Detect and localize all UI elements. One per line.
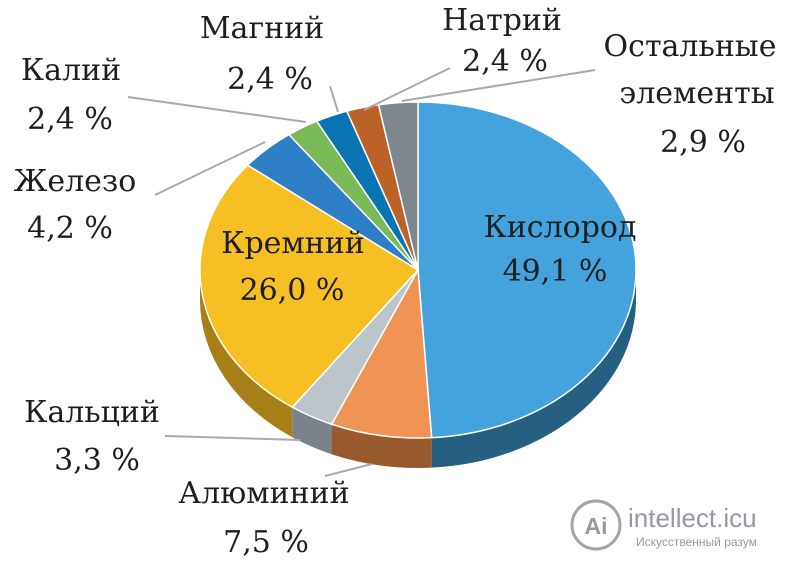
slice-label-others-line1: Остальные — [604, 29, 777, 64]
slice-side-silicon — [200, 270, 293, 438]
watermark-tagline: Искусственный разум — [636, 535, 757, 549]
watermark-site: intellect.icu — [628, 503, 757, 533]
slice-value-magnesium: 2,4 % — [227, 62, 313, 97]
watermark-logo-icon: Ai — [585, 513, 608, 539]
leader-potassium — [127, 96, 307, 123]
slice-value-others: 2,9 % — [660, 125, 746, 160]
leader-lines — [127, 67, 596, 477]
slice-aluminium — [330, 269, 433, 439]
slice-value-aluminium: 7,5 % — [223, 525, 309, 560]
slice-side-calcium — [292, 407, 332, 455]
watermark-logo-ring — [570, 499, 622, 551]
slice-value-calcium: 3,3 % — [54, 443, 140, 478]
leader-others — [401, 69, 596, 102]
slice-label-sodium: Натрий — [442, 3, 562, 38]
slice-side-aluminium — [331, 424, 432, 468]
slice-label-others-line2: элементы — [619, 76, 774, 111]
leader-aluminium — [324, 463, 373, 477]
slice-label-magnesium: Магний — [200, 11, 324, 46]
slice-label-calcium: Кальций — [24, 395, 160, 430]
slice-value-sodium: 2,4 % — [462, 44, 548, 79]
slice-label-silicon: Кремний — [221, 226, 365, 261]
slice-label-potassium: Калий — [21, 53, 121, 88]
slice-label-iron: Железо — [14, 164, 137, 199]
slice-silicon — [199, 164, 419, 409]
leader-sodium — [363, 67, 451, 111]
slice-label-aluminium: Алюминий — [178, 476, 349, 511]
pie-slices — [199, 101, 637, 439]
leader-magnesium — [329, 85, 339, 113]
slice-value-iron: 4,2 % — [27, 211, 113, 246]
slice-value-potassium: 2,4 % — [27, 102, 113, 137]
slice-label-oxygen: Кислород — [484, 210, 637, 245]
slice-others — [377, 101, 419, 271]
watermark: Ai intellect.icu Искусственный разум — [570, 499, 757, 551]
leader-iron — [154, 141, 266, 196]
leader-calcium — [164, 435, 301, 441]
slice-value-oxygen: 49,1 % — [503, 254, 608, 289]
slice-oxygen — [417, 101, 637, 439]
slice-value-silicon: 26,0 % — [240, 273, 345, 308]
